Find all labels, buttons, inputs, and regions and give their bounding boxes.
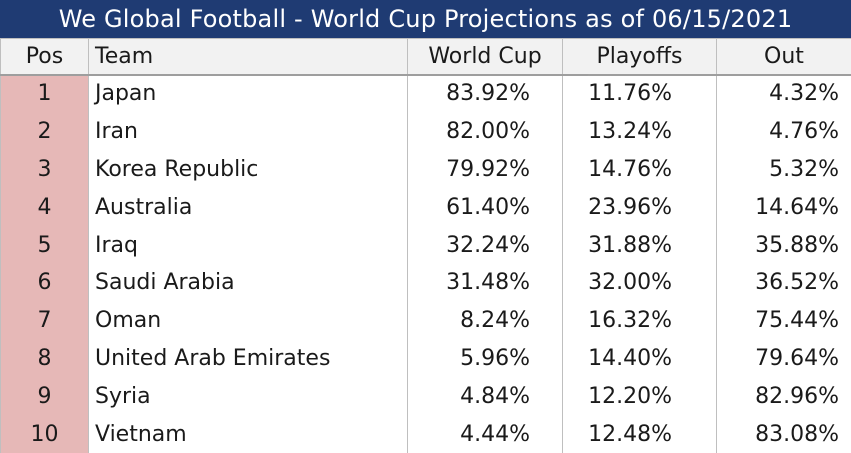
table-row: 2 Iran 82.00% 13.24% 4.76% [1, 112, 851, 150]
pos-cell: 7 [1, 302, 89, 340]
team-cell: Oman [89, 302, 408, 340]
team-cell: Japan [89, 75, 408, 113]
team-cell: Saudi Arabia [89, 264, 408, 302]
out-cell: 14.64% [717, 188, 851, 226]
table-row: 3 Korea Republic 79.92% 14.76% 5.32% [1, 150, 851, 188]
header-team: Team [89, 39, 408, 75]
playoffs-cell: 14.40% [563, 340, 717, 378]
world-cup-cell: 79.92% [408, 150, 563, 188]
pos-cell: 2 [1, 112, 89, 150]
playoffs-cell: 16.32% [563, 302, 717, 340]
team-cell: Vietnam [89, 416, 408, 453]
playoffs-cell: 12.48% [563, 416, 717, 453]
pos-cell: 4 [1, 188, 89, 226]
team-cell: Australia [89, 188, 408, 226]
table-row: 5 Iraq 32.24% 31.88% 35.88% [1, 226, 851, 264]
out-cell: 83.08% [717, 416, 851, 453]
table-row: 1 Japan 83.92% 11.76% 4.32% [1, 75, 851, 113]
world-cup-cell: 61.40% [408, 188, 563, 226]
table-row: 10 Vietnam 4.44% 12.48% 83.08% [1, 416, 851, 453]
table-row: 7 Oman 8.24% 16.32% 75.44% [1, 302, 851, 340]
out-cell: 4.32% [717, 75, 851, 113]
out-cell: 5.32% [717, 150, 851, 188]
out-cell: 75.44% [717, 302, 851, 340]
team-cell: Syria [89, 378, 408, 416]
playoffs-cell: 32.00% [563, 264, 717, 302]
world-cup-cell: 4.84% [408, 378, 563, 416]
header-row: Pos Team World Cup Playoffs Out [1, 39, 851, 75]
pos-cell: 9 [1, 378, 89, 416]
team-cell: Korea Republic [89, 150, 408, 188]
pos-cell: 10 [1, 416, 89, 453]
pos-cell: 5 [1, 226, 89, 264]
out-cell: 36.52% [717, 264, 851, 302]
team-cell: United Arab Emirates [89, 340, 408, 378]
world-cup-cell: 31.48% [408, 264, 563, 302]
playoffs-cell: 23.96% [563, 188, 717, 226]
pos-cell: 1 [1, 75, 89, 113]
pos-cell: 8 [1, 340, 89, 378]
header-pos: Pos [1, 39, 89, 75]
playoffs-cell: 12.20% [563, 378, 717, 416]
table-title: We Global Football - World Cup Projectio… [0, 0, 851, 38]
table-row: 8 United Arab Emirates 5.96% 14.40% 79.6… [1, 340, 851, 378]
world-cup-cell: 5.96% [408, 340, 563, 378]
world-cup-cell: 4.44% [408, 416, 563, 453]
team-cell: Iran [89, 112, 408, 150]
world-cup-cell: 82.00% [408, 112, 563, 150]
out-cell: 79.64% [717, 340, 851, 378]
table-row: 4 Australia 61.40% 23.96% 14.64% [1, 188, 851, 226]
pos-cell: 3 [1, 150, 89, 188]
playoffs-cell: 13.24% [563, 112, 717, 150]
out-cell: 4.76% [717, 112, 851, 150]
playoffs-cell: 14.76% [563, 150, 717, 188]
out-cell: 35.88% [717, 226, 851, 264]
playoffs-cell: 11.76% [563, 75, 717, 113]
playoffs-cell: 31.88% [563, 226, 717, 264]
out-cell: 82.96% [717, 378, 851, 416]
pos-cell: 6 [1, 264, 89, 302]
table-row: 6 Saudi Arabia 31.48% 32.00% 36.52% [1, 264, 851, 302]
header-out: Out [717, 39, 851, 75]
world-cup-cell: 8.24% [408, 302, 563, 340]
world-cup-cell: 83.92% [408, 75, 563, 113]
world-cup-cell: 32.24% [408, 226, 563, 264]
header-playoffs: Playoffs [563, 39, 717, 75]
projections-table: Pos Team World Cup Playoffs Out 1 Japan … [0, 38, 851, 453]
team-cell: Iraq [89, 226, 408, 264]
header-world-cup: World Cup [408, 39, 563, 75]
table-row: 9 Syria 4.84% 12.20% 82.96% [1, 378, 851, 416]
